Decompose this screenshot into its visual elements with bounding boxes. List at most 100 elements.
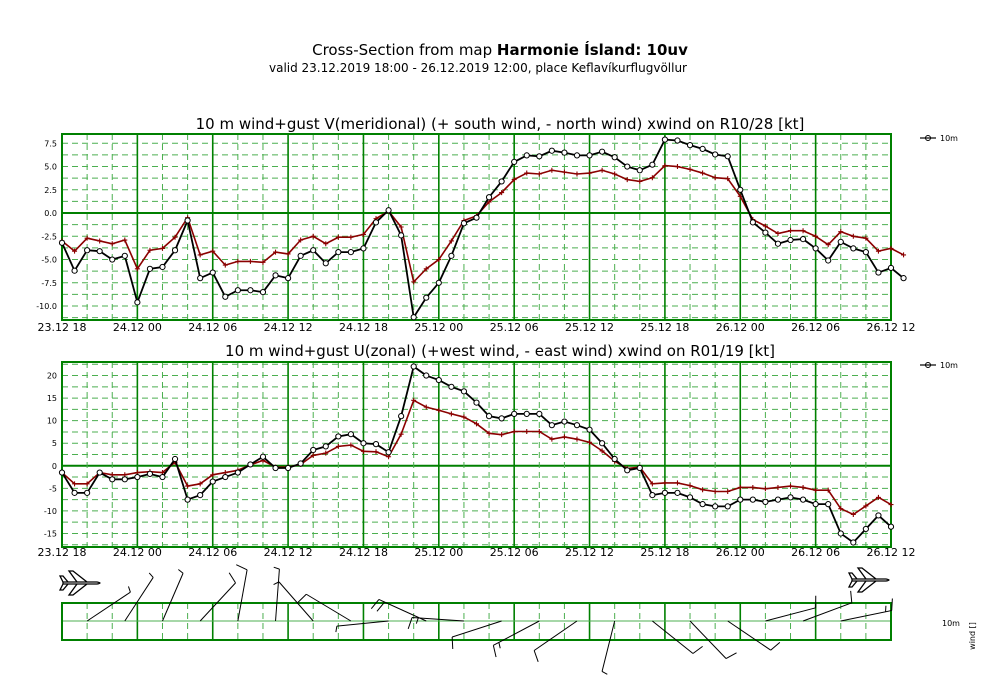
wind-point bbox=[222, 293, 229, 300]
wind-point bbox=[624, 467, 631, 474]
wind-point bbox=[460, 220, 468, 227]
wind-barb-feather bbox=[127, 586, 131, 593]
wind-point bbox=[837, 238, 844, 245]
gust-point bbox=[348, 442, 354, 448]
wind-point bbox=[699, 501, 706, 508]
wind-barb bbox=[162, 573, 184, 622]
gust-point bbox=[323, 450, 329, 456]
wind-point bbox=[84, 247, 91, 254]
wind-point bbox=[96, 469, 103, 476]
wind-barb bbox=[802, 602, 852, 622]
wind-point bbox=[272, 272, 279, 279]
wind-barb-feather bbox=[273, 566, 280, 570]
wind-point bbox=[423, 372, 430, 379]
gust-point bbox=[97, 238, 103, 244]
gust-point bbox=[813, 233, 819, 239]
wind-point bbox=[875, 512, 882, 519]
wind-point bbox=[398, 413, 405, 420]
wind-point bbox=[435, 376, 442, 384]
wind-point bbox=[473, 214, 480, 221]
wind-barb bbox=[727, 620, 772, 651]
wind-barb bbox=[278, 581, 314, 622]
x-tick-label: 26.12 06 bbox=[791, 546, 840, 559]
gust-point bbox=[712, 175, 718, 181]
wind-point bbox=[649, 161, 656, 168]
x-tick-label: 26.12 12 bbox=[867, 546, 916, 559]
wind-point bbox=[71, 267, 78, 274]
gust-point bbox=[210, 248, 216, 254]
wind-point bbox=[372, 219, 380, 226]
gust-point bbox=[725, 489, 731, 494]
y-tick-label: 2.5 bbox=[44, 186, 57, 195]
wind-point bbox=[410, 314, 417, 321]
wind-point bbox=[360, 245, 367, 252]
wind-point bbox=[611, 455, 618, 463]
gust-point bbox=[134, 266, 140, 272]
wind-point bbox=[485, 194, 493, 201]
barb-strip-grid bbox=[61, 602, 892, 641]
gust-point bbox=[109, 241, 115, 247]
wind-barb bbox=[689, 620, 727, 659]
wind-point bbox=[197, 492, 204, 499]
strip-frame bbox=[61, 602, 892, 641]
x-tick-label: 25.12 00 bbox=[414, 546, 463, 559]
wind-point bbox=[887, 264, 895, 272]
wind-point bbox=[146, 265, 154, 272]
gust-point bbox=[863, 503, 869, 509]
wind-point bbox=[548, 147, 555, 154]
wind-point bbox=[774, 240, 782, 247]
wind-point bbox=[109, 256, 116, 263]
wind-point bbox=[473, 399, 480, 406]
wind-barb bbox=[275, 569, 280, 622]
wind-barb bbox=[412, 617, 464, 622]
gust-point bbox=[637, 178, 643, 184]
wind-point bbox=[523, 410, 530, 417]
wind-point bbox=[862, 525, 869, 533]
gust-point bbox=[800, 228, 806, 234]
y-tick-label: -5 bbox=[49, 484, 57, 493]
plot-frame bbox=[61, 361, 892, 548]
wind-barb-feather bbox=[228, 572, 236, 584]
wind-barb-feather bbox=[178, 569, 184, 574]
x-tick-label: 24.12 06 bbox=[188, 321, 237, 334]
gust-point bbox=[423, 266, 429, 272]
gust-point bbox=[84, 481, 90, 487]
gust-point bbox=[448, 238, 454, 244]
x-tick-label: 24.12 18 bbox=[339, 546, 388, 559]
gust-point bbox=[775, 231, 781, 237]
x-tick-label: 24.12 12 bbox=[264, 321, 313, 334]
wind-point bbox=[573, 152, 581, 159]
wind-barb-feather bbox=[451, 636, 454, 650]
gust-point bbox=[850, 512, 856, 518]
gust-point bbox=[649, 175, 655, 181]
meridional-legend: 10m bbox=[920, 134, 958, 143]
wind-barb-feather bbox=[725, 652, 737, 659]
wind-point bbox=[561, 418, 568, 425]
wind-barb-feather bbox=[891, 598, 893, 611]
x-tick-label: 25.12 06 bbox=[490, 546, 539, 559]
plot-frame bbox=[61, 133, 892, 321]
wind-point bbox=[674, 489, 681, 496]
wind-point bbox=[448, 383, 455, 390]
wind-point bbox=[636, 464, 643, 472]
zonal-legend: 10m bbox=[920, 361, 958, 370]
x-tick-label: 26.12 12 bbox=[867, 321, 916, 334]
gust-point bbox=[850, 233, 856, 239]
wind-point bbox=[636, 167, 643, 174]
gust-point bbox=[499, 432, 505, 438]
gust-point bbox=[235, 258, 241, 264]
gust-point bbox=[398, 431, 404, 437]
meridional-y-ticks: -10.0 -7.5 -5.0 -2.5 0.0 2.5 5.0 7.5 bbox=[36, 139, 57, 311]
wind-barb-feather bbox=[601, 671, 608, 675]
gust-point bbox=[436, 257, 442, 263]
gust-point bbox=[298, 237, 304, 243]
gust-point bbox=[285, 251, 291, 257]
gust-point bbox=[197, 481, 203, 487]
wind-point bbox=[146, 470, 154, 478]
wind-point bbox=[385, 449, 392, 456]
y-tick-label: 0 bbox=[52, 462, 57, 471]
wind-point bbox=[485, 413, 493, 420]
gust-point bbox=[712, 489, 718, 494]
gust-point bbox=[875, 494, 881, 500]
zonal-grid bbox=[61, 361, 892, 548]
